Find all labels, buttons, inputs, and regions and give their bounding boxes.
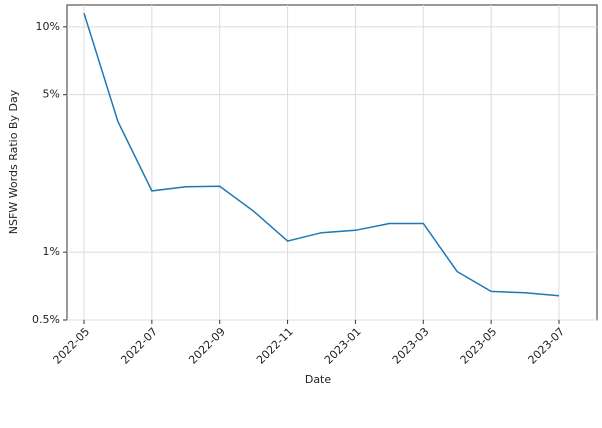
y-tick-label: 10% <box>36 20 60 33</box>
y-tick-label: 1% <box>43 245 60 258</box>
x-tick-label: 2023-05 <box>458 325 500 367</box>
y-axis-label: NSFW Words Ratio By Day <box>7 89 20 234</box>
x-tick-label: 2023-07 <box>526 325 568 367</box>
plot-area <box>66 4 598 321</box>
x-tick-label: 2022-09 <box>186 325 228 367</box>
x-tick-label: 2023-03 <box>390 325 432 367</box>
x-tick-label: 2023-01 <box>322 325 364 367</box>
x-tick-label: 2022-11 <box>254 325 296 367</box>
data-line <box>83 12 560 297</box>
x-tick-label: 2022-07 <box>118 325 160 367</box>
y-tick-label: 0.5% <box>32 313 60 326</box>
x-axis-label: Date <box>305 373 332 386</box>
x-tick-label: 2022-05 <box>51 325 93 367</box>
y-tick-label: 5% <box>43 88 60 101</box>
